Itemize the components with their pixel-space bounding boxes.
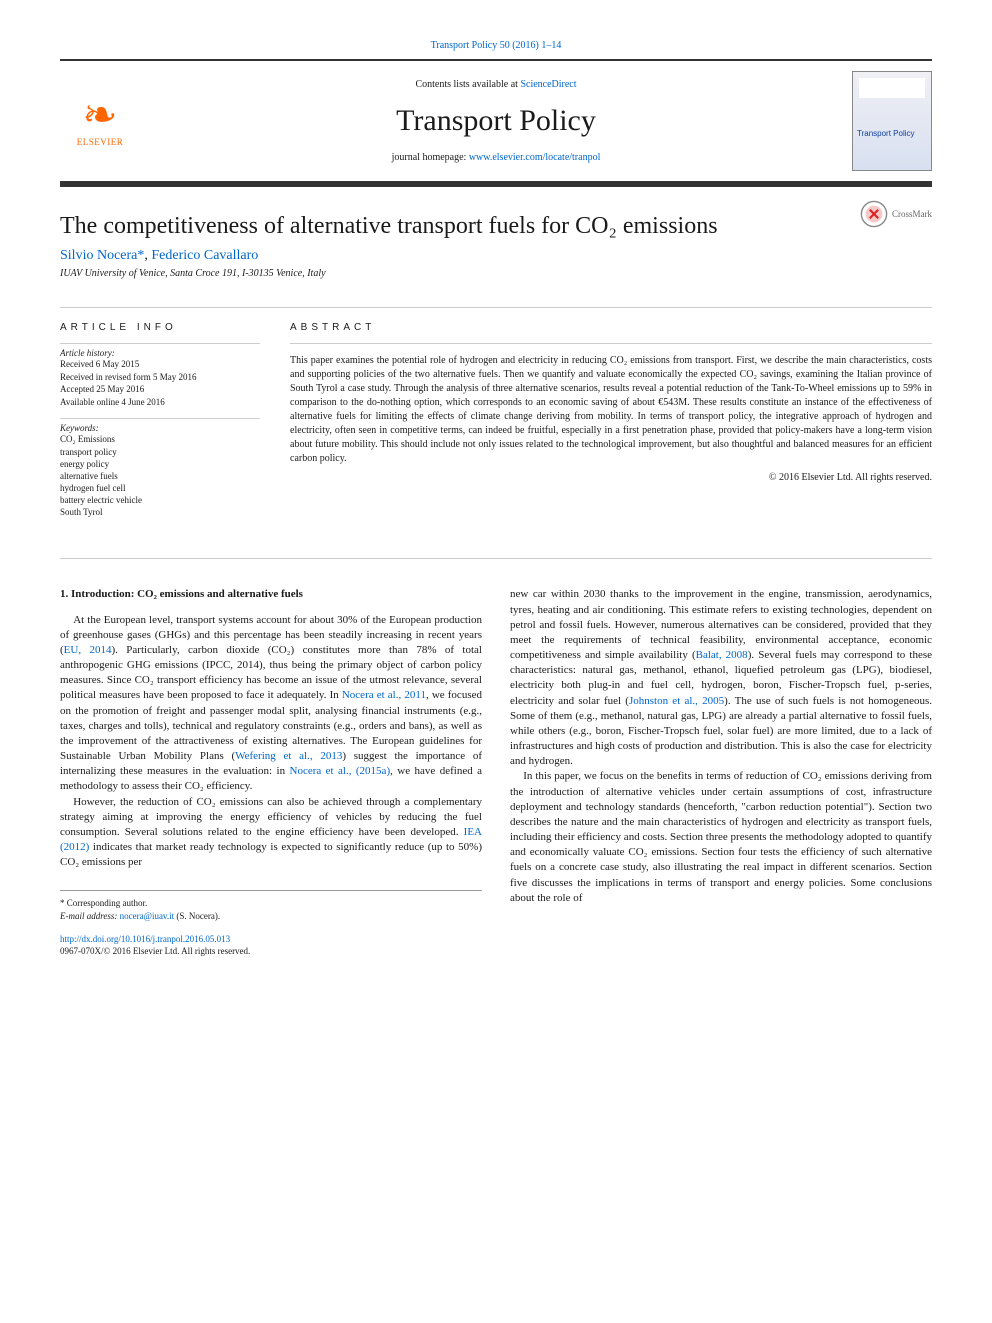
section-1-heading: 1. Introduction: CO₂ emissions and alter… [60,587,482,602]
revised-date: Received in revised form 5 May 2016 [60,371,260,384]
email-label: E-mail address: [60,911,120,921]
homepage-link[interactable]: www.elsevier.com/locate/tranpol [469,152,601,163]
abstract-text: This paper examines the potential role o… [290,354,932,466]
column-left: 1. Introduction: CO₂ emissions and alter… [60,587,482,957]
crossmark-icon [860,200,888,228]
abstract: ABSTRACT This paper examines the potenti… [290,322,932,518]
elsevier-logo: ❧ ELSEVIER [60,76,140,166]
email-line: E-mail address: nocera@iuav.it (S. Nocer… [60,910,482,923]
article-history-head: Article history: [60,343,260,358]
abstract-head: ABSTRACT [290,322,932,333]
citation-link[interactable]: Nocera et al., (2015a) [290,765,391,777]
received-date: Received 6 May 2015 [60,358,260,371]
keywords-block: Keywords: CO₂ Emissions transport policy… [60,418,260,518]
column-right: new car within 2030 thanks to the improv… [510,587,932,957]
article-info: ARTICLE INFO Article history: Received 6… [60,322,260,518]
keyword: battery electric vehicle [60,494,260,506]
elsevier-tree-icon: ❧ [82,95,117,137]
divider [290,343,932,344]
body-paragraph: new car within 2030 thanks to the improv… [510,587,932,769]
keyword: hydrogen fuel cell [60,482,260,494]
email-suffix: (S. Nocera). [174,911,220,921]
email-link[interactable]: nocera@iuav.it [120,911,174,921]
publisher-name: ELSEVIER [77,137,124,147]
keyword: CO₂ Emissions [60,433,260,445]
citation-link[interactable]: EU, 2014 [64,644,112,656]
journal-cover-thumbnail [852,71,932,171]
online-date: Available online 4 June 2016 [60,396,260,409]
footer-meta: http://dx.doi.org/10.1016/j.tranpol.2016… [60,933,482,958]
homepage-prefix: journal homepage: [392,152,469,163]
affiliation: IUAV University of Venice, Santa Croce 1… [60,268,932,279]
sciencedirect-link[interactable]: ScienceDirect [520,79,576,90]
corresponding-star: * [137,248,144,263]
journal-title: Transport Policy [140,104,852,138]
keyword: South Tyrol [60,506,260,518]
journal-reference: Transport Policy 50 (2016) 1–14 [60,40,932,51]
journal-reference-link[interactable]: Transport Policy 50 (2016) 1–14 [431,40,562,51]
body-paragraph: In this paper, we focus on the benefits … [510,769,932,906]
body-paragraph: At the European level, transport systems… [60,613,482,795]
crossmark-label: CrossMark [892,209,932,219]
authors-line: Silvio Nocera*, Federico Cavallaro [60,248,932,264]
author-2[interactable]: Federico Cavallaro [151,248,258,263]
doi-link[interactable]: http://dx.doi.org/10.1016/j.tranpol.2016… [60,934,230,944]
contents-prefix: Contents lists available at [415,79,520,90]
journal-header: ❧ ELSEVIER Contents lists available at S… [60,59,932,187]
citation-link[interactable]: Wefering et al., 2013 [235,750,342,762]
citation-link[interactable]: Balat, 2008 [696,649,748,661]
article-title: The competitiveness of alternative trans… [60,213,718,240]
copyright: © 2016 Elsevier Ltd. All rights reserved… [290,472,932,483]
contents-line: Contents lists available at ScienceDirec… [140,79,852,90]
accepted-date: Accepted 25 May 2016 [60,383,260,396]
body-paragraph: However, the reduction of CO₂ emissions … [60,795,482,871]
article-info-head: ARTICLE INFO [60,322,260,333]
homepage-line: journal homepage: www.elsevier.com/locat… [140,152,852,163]
citation-link[interactable]: Nocera et al., 2011 [342,689,426,701]
keyword: energy policy [60,458,260,470]
crossmark-badge[interactable]: CrossMark [860,187,932,240]
corresponding-note: * Corresponding author. [60,897,482,910]
author-1[interactable]: Silvio Nocera [60,248,137,263]
footnotes: * Corresponding author. E-mail address: … [60,890,482,922]
body-columns: 1. Introduction: CO₂ emissions and alter… [60,558,932,957]
header-center: Contents lists available at ScienceDirec… [140,79,852,163]
citation-link[interactable]: Johnston et al., 2005 [629,695,724,707]
keyword: alternative fuels [60,470,260,482]
issn-line: 0967-070X/© 2016 Elsevier Ltd. All right… [60,946,250,956]
keywords-head: Keywords: [60,423,260,433]
keyword: transport policy [60,446,260,458]
